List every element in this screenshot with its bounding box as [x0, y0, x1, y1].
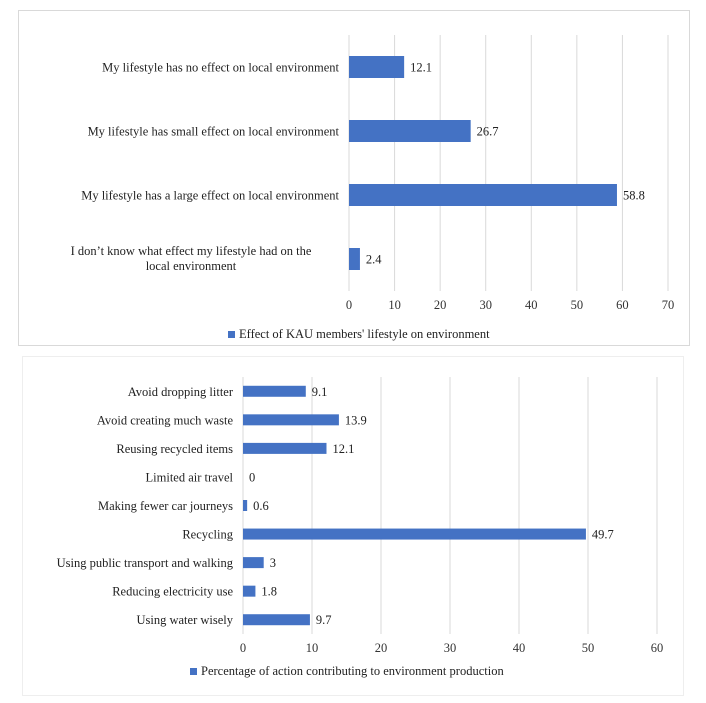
chart-panel-lifestyle-effect: 0 10 20 30 40 50 60 70 12.1 My lifestyle has no e… — [18, 10, 690, 346]
x-tick-label: 50 — [571, 298, 584, 312]
bar — [349, 184, 617, 206]
value-label: 0.6 — [253, 499, 269, 513]
x-tick-label: 30 — [479, 298, 492, 312]
category-label: Using public transport and walking — [57, 556, 234, 570]
category-label: Reusing recycled items — [116, 442, 233, 456]
x-tick-label: 20 — [434, 298, 447, 312]
category-label: Using water wisely — [136, 613, 233, 627]
x-tick-label: 40 — [513, 641, 526, 655]
value-label: 12.1 — [410, 61, 432, 75]
bar — [243, 500, 248, 511]
category-label: My lifestyle has no effect on local envi… — [102, 61, 339, 75]
bar — [243, 585, 256, 597]
bar — [243, 614, 310, 626]
chart-lifestyle-effect: 0 10 20 30 40 50 60 70 12.1 My lifestyle has no e… — [71, 35, 675, 341]
legend: Effect of KAU members' lifestyle on envi… — [228, 327, 490, 341]
category-label: Limited air travel — [146, 470, 234, 484]
legend: Percentage of action contributing to env… — [190, 664, 504, 678]
bar — [243, 442, 327, 454]
chart-panel-environment-actions: 0 10 20 30 40 50 60 9.1 Avoid dropping litter 13.… — [22, 356, 684, 696]
x-tick-label: 0 — [346, 298, 352, 312]
legend-swatch — [228, 331, 235, 338]
bar — [349, 56, 405, 78]
value-label: 9.1 — [312, 385, 328, 399]
x-tick-label: 70 — [662, 298, 675, 312]
bar — [349, 248, 360, 270]
value-label: 3 — [270, 556, 276, 570]
category-label: Reducing electricity use — [112, 585, 233, 599]
value-label: 12.1 — [332, 442, 354, 456]
bar — [243, 414, 339, 426]
bar — [349, 120, 471, 142]
category-label-line: local environment — [146, 259, 237, 273]
value-label: 58.8 — [623, 189, 645, 203]
legend-swatch — [190, 668, 197, 675]
x-tick-label: 20 — [375, 641, 388, 655]
x-tick-label: 50 — [582, 641, 595, 655]
category-label: Making fewer car journeys — [98, 499, 233, 513]
category-label: Avoid dropping litter — [128, 385, 234, 399]
x-tick-label: 60 — [616, 298, 629, 312]
x-tick-label: 60 — [651, 641, 664, 655]
value-label: 49.7 — [592, 528, 614, 542]
bar — [243, 557, 264, 569]
value-label: 0 — [249, 470, 255, 484]
category-label: Recycling — [182, 528, 233, 542]
x-tick-label: 30 — [444, 641, 457, 655]
category-label: My lifestyle has a large effect on local… — [81, 189, 339, 203]
value-label: 26.7 — [477, 125, 499, 139]
x-tick-label: 0 — [240, 641, 246, 655]
category-label-line: I don’t know what effect my lifestyle ha… — [71, 244, 312, 258]
x-tick-label: 40 — [525, 298, 538, 312]
value-label: 2.4 — [366, 253, 382, 267]
value-label: 9.7 — [316, 613, 332, 627]
category-label: Avoid creating much waste — [97, 413, 234, 427]
category-label: My lifestyle has small effect on local e… — [88, 125, 340, 139]
bar — [243, 385, 306, 397]
value-label: 1.8 — [261, 585, 277, 599]
legend-label: Effect of KAU members' lifestyle on envi… — [239, 327, 490, 341]
bar — [243, 528, 586, 540]
x-tick-label: 10 — [306, 641, 319, 655]
value-label: 13.9 — [345, 413, 367, 427]
x-tick-label: 10 — [388, 298, 401, 312]
category-label: I don’t know what effect my lifestyle ha… — [71, 244, 312, 273]
legend-label: Percentage of action contributing to env… — [201, 664, 504, 678]
